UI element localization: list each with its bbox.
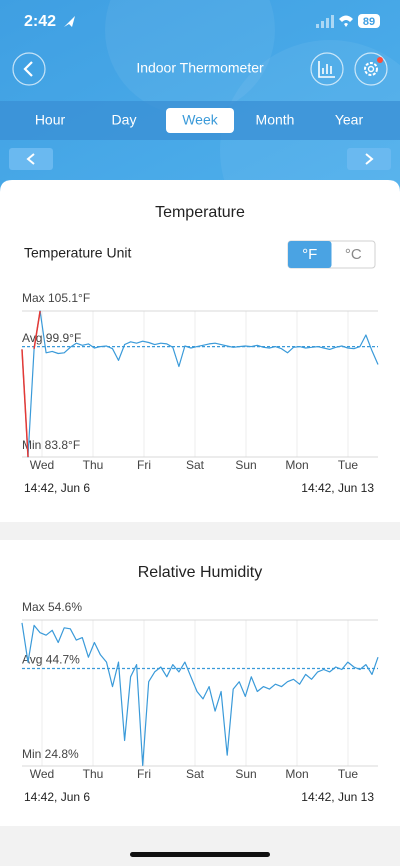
x-tick-label: Sun — [235, 767, 256, 781]
data-line — [21, 622, 379, 767]
humidity-card — [0, 540, 400, 826]
max-label: Max 54.6% — [22, 600, 82, 614]
header-background — [0, 0, 400, 200]
location-icon — [64, 16, 75, 27]
unit-option[interactable]: °C — [345, 246, 362, 263]
tab[interactable]: Hour — [35, 112, 66, 128]
tab[interactable]: Week — [182, 112, 219, 128]
wifi-icon — [339, 15, 353, 27]
x-tick-label: Wed — [30, 767, 54, 781]
x-tick-label: Mon — [285, 458, 308, 472]
tab[interactable]: Month — [256, 112, 295, 128]
next-button[interactable] — [347, 148, 391, 170]
header-title: Indoor Thermometer — [136, 60, 264, 76]
x-tick-label: Tue — [338, 458, 359, 472]
signal-icon — [316, 15, 334, 28]
end-time: 14:42, Jun 13 — [301, 790, 374, 804]
min-label: Min 24.8% — [22, 747, 79, 761]
battery-level: 89 — [363, 16, 375, 28]
previous-button[interactable] — [9, 148, 53, 170]
x-tick-label: Tue — [338, 767, 359, 781]
status-time: 2:42 — [24, 13, 56, 30]
unit-option[interactable]: °F — [302, 246, 317, 263]
decor — [105, 0, 275, 115]
x-tick-label: Thu — [83, 767, 104, 781]
alert-spike — [21, 349, 29, 458]
x-tick-label: Sat — [186, 767, 205, 781]
chart-title: Relative Humidity — [138, 564, 262, 581]
x-tick-label: Fri — [137, 767, 151, 781]
alert-spike — [33, 310, 41, 349]
x-tick-label: Thu — [83, 458, 104, 472]
start-time: 14:42, Jun 6 — [24, 481, 90, 495]
tab-active-background — [166, 108, 234, 133]
settings-button[interactable] — [354, 52, 388, 86]
unit-option-active — [288, 241, 332, 268]
x-tick-label: Sat — [186, 458, 205, 472]
chart-button[interactable] — [310, 52, 344, 86]
tab[interactable]: Year — [335, 112, 364, 128]
max-label: Max 105.1°F — [22, 291, 90, 305]
back-button[interactable] — [12, 52, 46, 86]
chart-title: Temperature — [155, 204, 245, 221]
tab[interactable]: Day — [112, 112, 137, 128]
x-tick-label: Mon — [285, 767, 308, 781]
data-line — [21, 310, 379, 458]
avg-label: Avg 99.9°F — [22, 331, 81, 345]
x-tick-label: Wed — [30, 458, 54, 472]
start-time: 14:42, Jun 6 — [24, 790, 90, 804]
unit-label: Temperature Unit — [24, 245, 131, 261]
x-tick-label: Fri — [137, 458, 151, 472]
end-time: 14:42, Jun 13 — [301, 481, 374, 495]
avg-label: Avg 44.7% — [22, 653, 80, 667]
x-tick-label: Sun — [235, 458, 256, 472]
battery-icon — [358, 14, 380, 28]
home-indicator — [130, 852, 270, 857]
min-label: Min 83.8°F — [22, 438, 80, 452]
